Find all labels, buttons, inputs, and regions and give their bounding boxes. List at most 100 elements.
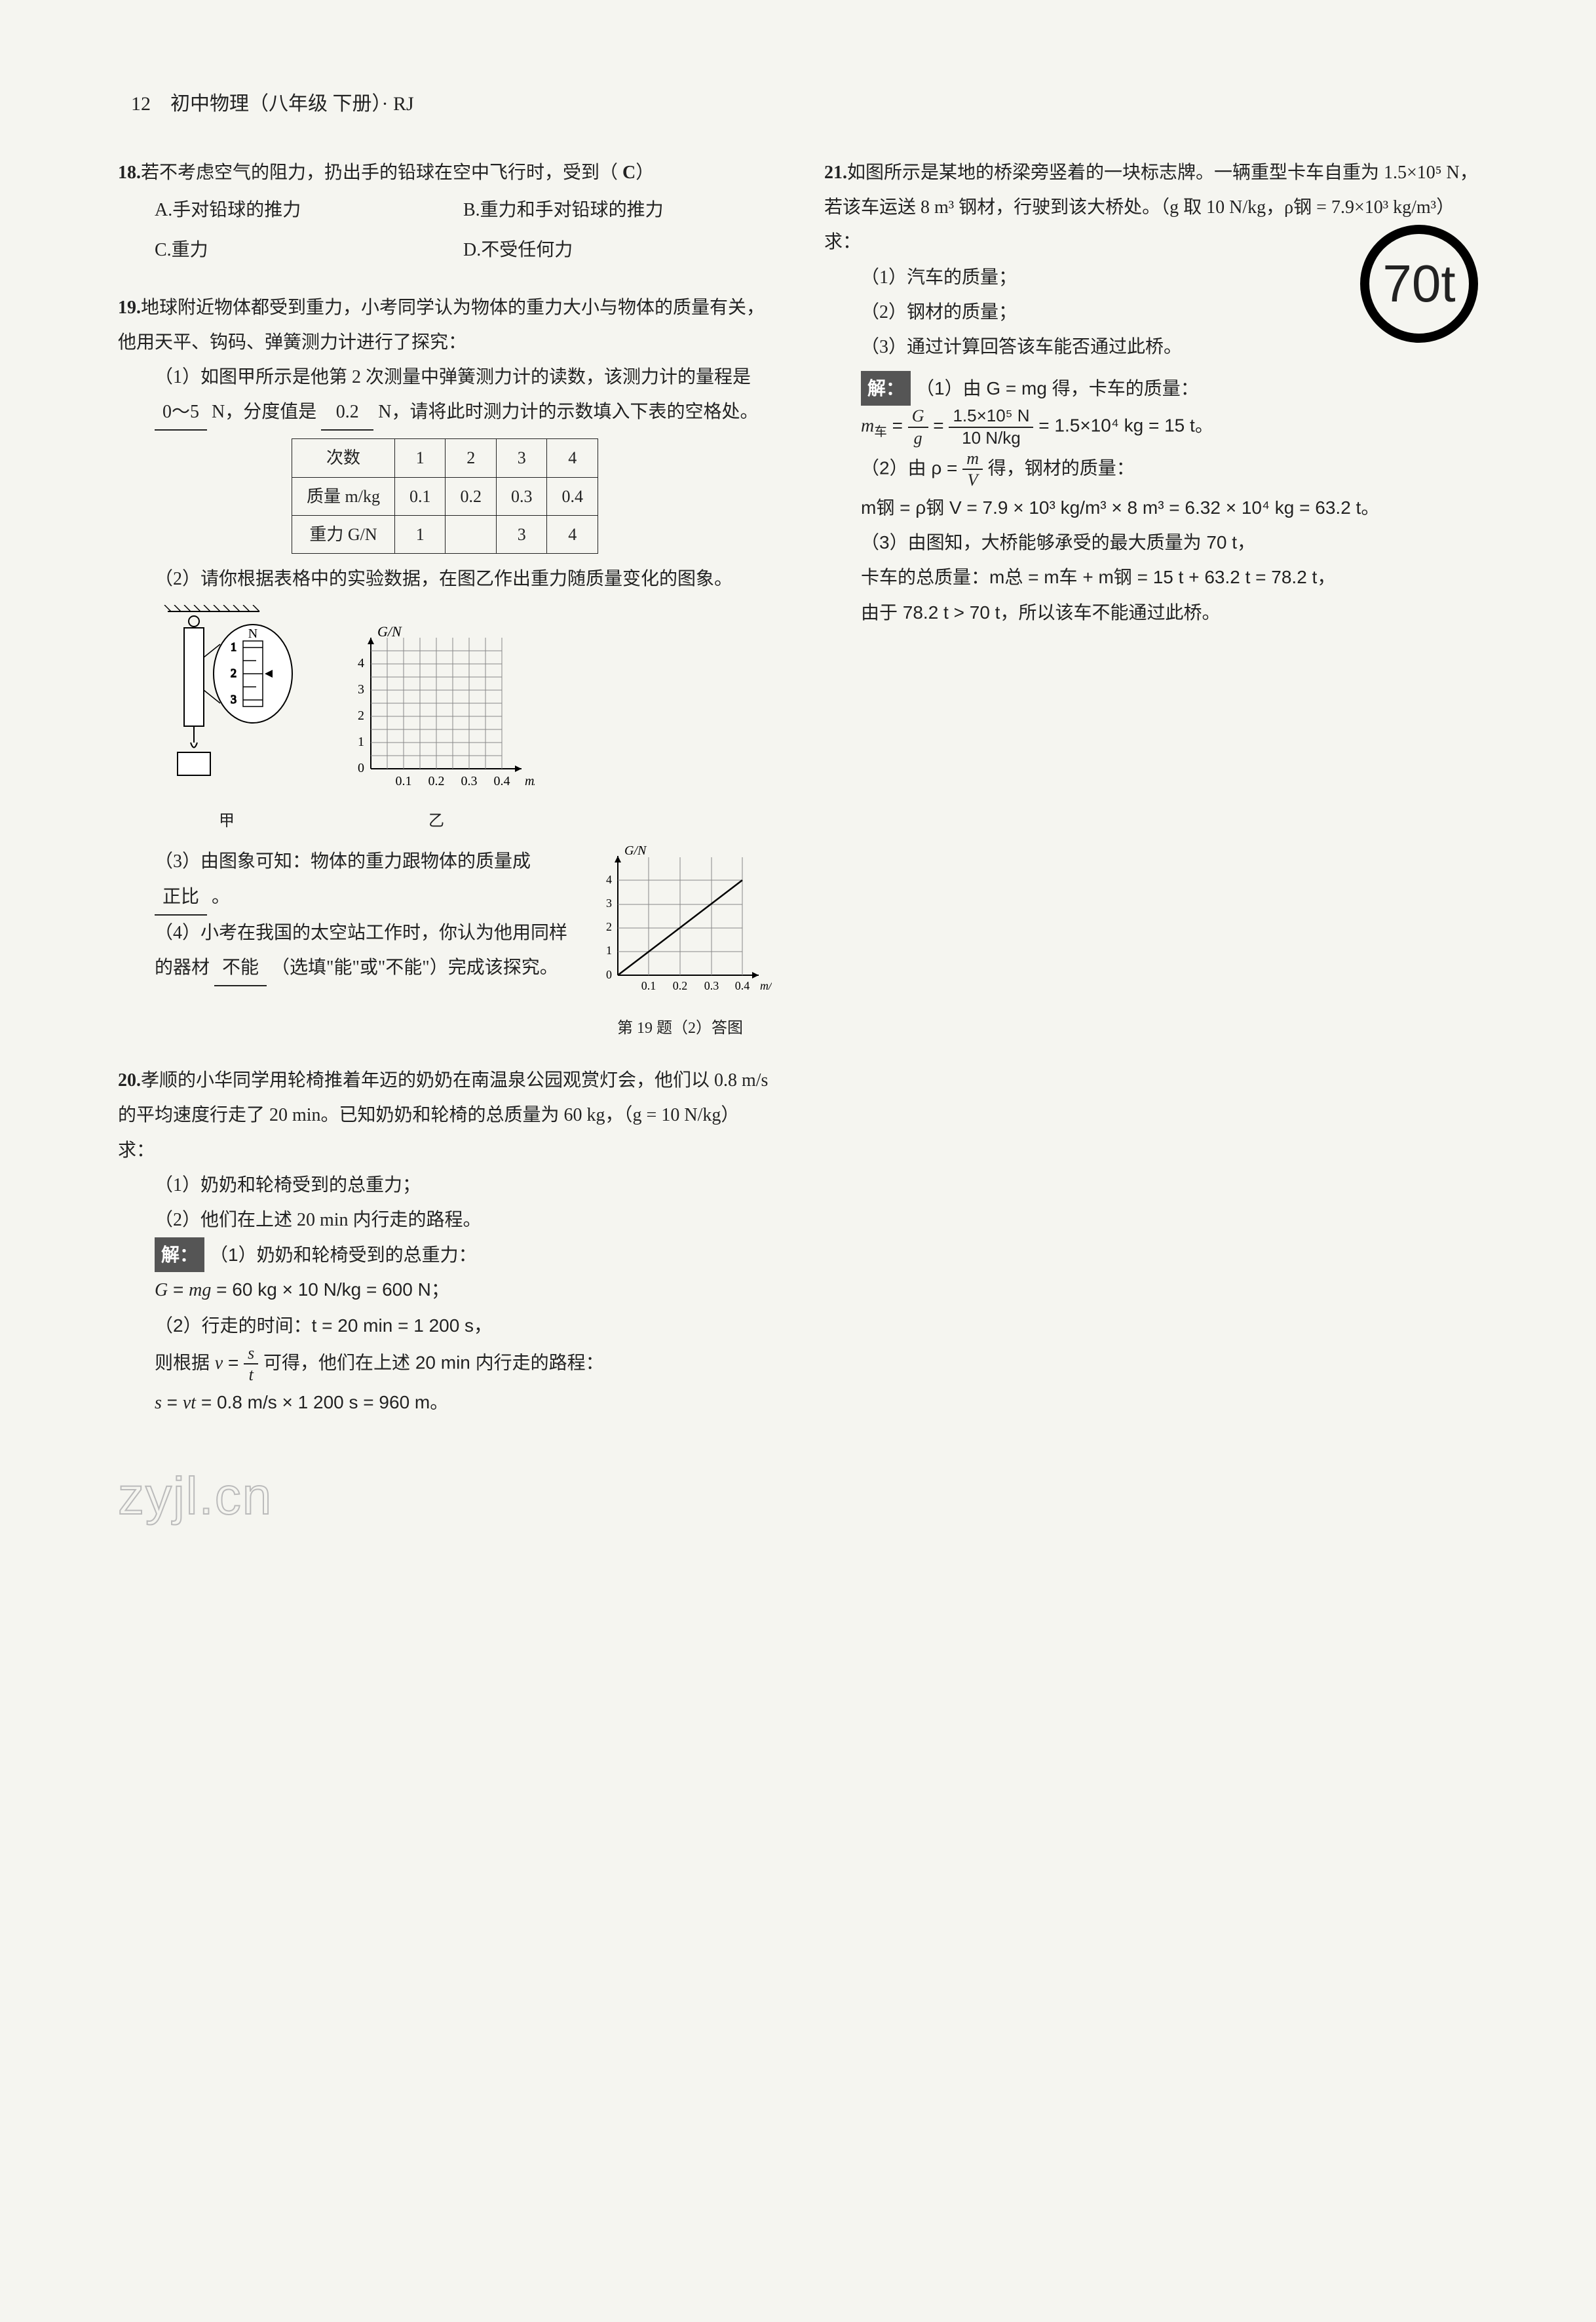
- table-row: 重力 G/N 1 3 4: [292, 516, 598, 554]
- svg-text:N: N: [248, 627, 257, 641]
- th-trial: 次数: [292, 439, 395, 477]
- table-row: 质量 m/kg 0.1 0.2 0.3 0.4: [292, 477, 598, 515]
- q18-optD: D.不受任何力: [463, 233, 772, 267]
- right-column: 21.如图所示是某地的桥梁旁竖着的一块标志牌。一辆重型卡车自重为 1.5×10⁵…: [824, 155, 1478, 1546]
- q21-s2b: 得，钢材的质量：: [988, 457, 1135, 478]
- cell: [446, 516, 497, 554]
- svg-text:1: 1: [231, 640, 237, 653]
- svg-text:2: 2: [231, 667, 237, 680]
- road-sign-icon: 70t: [1360, 225, 1478, 343]
- cell: 1: [394, 516, 446, 554]
- q21-s5: 由于 78.2 t > 70 t，所以该车不能通过此桥。: [861, 595, 1478, 630]
- q21-s1: （1）由 G = mg 得，卡车的质量：: [916, 378, 1199, 398]
- svg-text:3: 3: [358, 682, 364, 697]
- cell: 0.1: [394, 477, 446, 515]
- q19-p3-blank: 正比: [155, 880, 207, 916]
- q19-p4b: （选填"能"或"不能"）完成该探究。: [271, 958, 558, 978]
- blank-grid-figure: G/N 0: [338, 625, 535, 837]
- q20-p1: （1）奶奶和轮椅受到的总重力；: [118, 1168, 772, 1203]
- q18-text: 若不考虑空气的阻力，扔出手的铅球在空中飞行时，受到（: [141, 163, 618, 183]
- watermark-text: zyjl.cn: [118, 1446, 772, 1546]
- question-21: 21.如图所示是某地的桥梁旁竖着的一块标志牌。一辆重型卡车自重为 1.5×10⁵…: [824, 155, 1478, 630]
- svg-text:0.2: 0.2: [673, 979, 688, 992]
- q19-p3b: 。: [212, 887, 230, 907]
- q19-blank-range: 0～5: [155, 395, 207, 431]
- question-20: 20.孝顺的小华同学用轮椅推着年迈的奶奶在南温泉公园观赏灯会，他们以 0.8 m…: [118, 1063, 772, 1420]
- q20-number: 20.: [118, 1070, 141, 1091]
- q21-s2a: （2）由 ρ =: [861, 457, 962, 478]
- q21-s1eq-rhs: = 1.5×10⁴ kg = 15 t。: [1038, 416, 1213, 436]
- q20-s4: s = vt = 0.8 m/s × 1 200 s = 960 m。: [155, 1385, 772, 1420]
- q19-p3a: （3）由图象可知：物体的重力跟物体的质量成: [155, 851, 531, 872]
- q20-s1eq: G = mg = 60 kg × 10 N/kg = 600 N；: [155, 1272, 772, 1307]
- svg-text:0.4: 0.4: [735, 979, 750, 992]
- q18-optB: B.重力和手对铅球的推力: [463, 193, 772, 227]
- q19-p3p4-wrap: G/N 0 12: [118, 844, 772, 1043]
- q21-s1-line: 解：（1）由 G = mg 得，卡车的质量：: [861, 371, 1478, 406]
- svg-text:m/kg: m/kg: [760, 979, 772, 992]
- spring-scale-icon: N 1 2 3: [155, 605, 299, 795]
- svg-text:4: 4: [358, 656, 364, 670]
- q21-s2-line: （2）由 ρ = mV 得，钢材的质量：: [861, 448, 1478, 490]
- q18-number: 18.: [118, 163, 141, 183]
- q19-figures: N 1 2 3 甲: [118, 605, 772, 837]
- q20-stem: 孝顺的小华同学用轮椅推着年迈的奶奶在南温泉公园观赏灯会，他们以 0.8 m/s …: [118, 1070, 768, 1160]
- caption-yi: 乙: [338, 807, 535, 837]
- q19-blank-div: 0.2: [321, 395, 373, 431]
- answer-graph-icon: G/N 0 12: [588, 844, 772, 1001]
- caption-jia: 甲: [155, 807, 299, 837]
- answer-graph-caption: 第 19 题（2）答图: [588, 1014, 772, 1044]
- q19-p1a: （1）如图甲所示是他第 2 次测量中弹簧测力计的读数，该测力计的量程是: [155, 367, 751, 387]
- q18-text-end: ）: [636, 163, 654, 183]
- svg-text:G/N: G/N: [377, 625, 402, 640]
- q20-s3: 则根据 v = st 可得，他们在上述 20 min 内行走的路程：: [155, 1343, 772, 1385]
- cell: 0.4: [547, 477, 598, 515]
- q18-answer: C: [622, 163, 636, 183]
- q18-optA: A.手对铅球的推力: [155, 193, 463, 227]
- q19-number: 19.: [118, 298, 141, 318]
- q19-p4-blank: 不能: [214, 950, 267, 986]
- cell: 3: [496, 516, 547, 554]
- cell: 2: [446, 439, 497, 477]
- svg-text:4: 4: [606, 873, 612, 886]
- svg-text:0.3: 0.3: [704, 979, 719, 992]
- cell: 4: [547, 516, 598, 554]
- solution-label: 解：: [155, 1237, 204, 1272]
- q19-p1c: N，请将此时测力计的示数填入下表的空格处。: [378, 402, 758, 422]
- svg-text:0: 0: [606, 968, 612, 981]
- q20-s3b: 可得，他们在上述 20 min 内行走的路程：: [263, 1352, 604, 1372]
- q20-s1: （1）奶奶和轮椅受到的总重力：: [210, 1245, 477, 1265]
- grid-chart-icon: G/N 0: [338, 625, 535, 795]
- svg-text:0.2: 0.2: [428, 774, 445, 788]
- svg-text:0: 0: [358, 761, 364, 775]
- svg-text:3: 3: [231, 693, 237, 706]
- cell: 0.2: [446, 477, 497, 515]
- q19-part2: （2）请你根据表格中的实验数据，在图乙作出重力随质量变化的图象。: [118, 562, 772, 596]
- fraction-icon: mV: [962, 448, 983, 490]
- content-columns: 18.若不考虑空气的阻力，扔出手的铅球在空中飞行时，受到（ C） A.手对铅球的…: [118, 155, 1478, 1546]
- q19-table: 次数 1 2 3 4 质量 m/kg 0.1 0.2 0.3 0.4 重力 G/…: [292, 438, 598, 554]
- q19-part1: （1）如图甲所示是他第 2 次测量中弹簧测力计的读数，该测力计的量程是 0～5 …: [118, 360, 772, 431]
- q20-s3a: 则根据: [155, 1352, 215, 1372]
- road-sign-figure: 70t: [1360, 225, 1478, 343]
- svg-text:0.3: 0.3: [461, 774, 478, 788]
- fraction-icon: 1.5×10⁵ N10 N/kg: [949, 406, 1033, 448]
- q18-optC: C.重力: [155, 233, 463, 267]
- th-mass: 质量 m/kg: [292, 477, 395, 515]
- page-number: 12: [131, 93, 151, 115]
- svg-text:3: 3: [606, 897, 612, 910]
- q20-s2: （2）行走的时间：t = 20 min = 1 200 s，: [155, 1308, 772, 1343]
- q20-p2: （2）他们在上述 20 min 内行走的路程。: [118, 1203, 772, 1237]
- spring-scale-figure: N 1 2 3 甲: [155, 605, 299, 837]
- svg-text:2: 2: [606, 920, 612, 933]
- cell: 0.3: [496, 477, 547, 515]
- question-18: 18.若不考虑空气的阻力，扔出手的铅球在空中飞行时，受到（ C） A.手对铅球的…: [118, 155, 772, 271]
- svg-text:m/kg: m/kg: [525, 774, 535, 788]
- left-column: 18.若不考虑空气的阻力，扔出手的铅球在空中飞行时，受到（ C） A.手对铅球的…: [118, 155, 772, 1546]
- svg-text:1: 1: [606, 944, 612, 957]
- svg-text:0.1: 0.1: [641, 979, 656, 992]
- sign-text: 70t: [1382, 234, 1455, 334]
- q21-s2eq: m钢 = ρ钢 V = 7.9 × 10³ kg/m³ × 8 m³ = 6.3…: [861, 490, 1478, 525]
- q21-number: 21.: [824, 163, 847, 183]
- q21-solution: 解：（1）由 G = mg 得，卡车的质量： m车 = Gg = 1.5×10⁵…: [824, 371, 1478, 630]
